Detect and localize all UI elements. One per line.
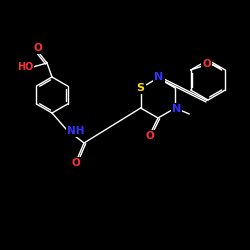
Text: N: N bbox=[154, 72, 164, 82]
Text: NH: NH bbox=[67, 126, 84, 136]
Text: O: O bbox=[34, 43, 42, 53]
Text: S: S bbox=[137, 83, 145, 93]
Text: N: N bbox=[172, 104, 181, 114]
Text: O: O bbox=[202, 59, 211, 69]
Text: O: O bbox=[72, 158, 80, 168]
Text: HO: HO bbox=[17, 62, 33, 72]
Text: O: O bbox=[146, 131, 154, 141]
